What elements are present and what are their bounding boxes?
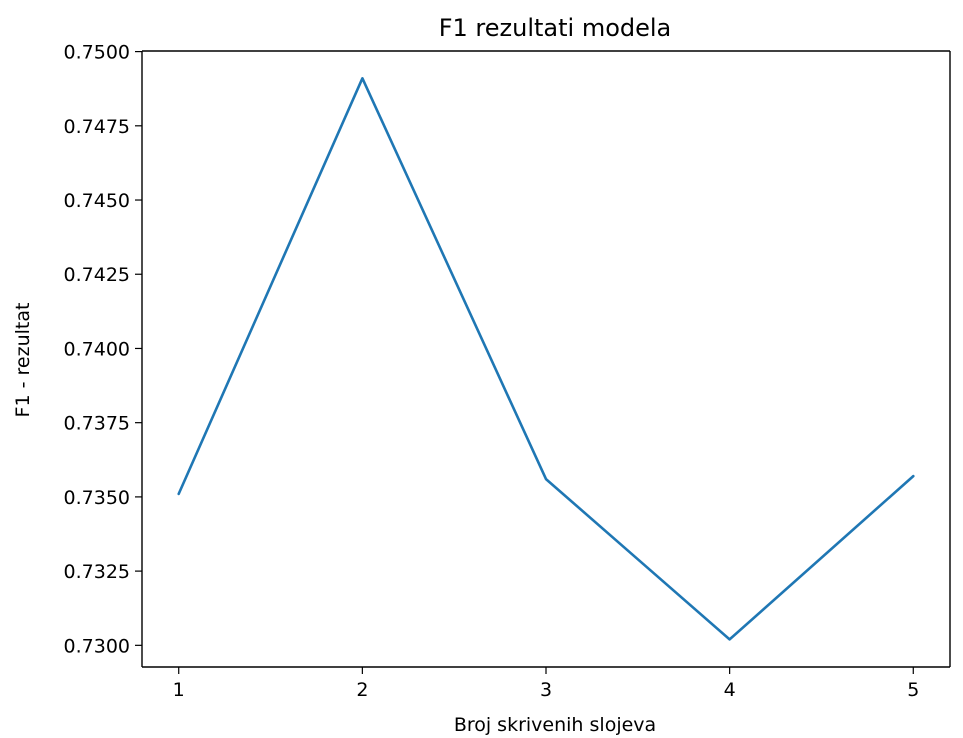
x-tick-label: 1 [173, 679, 185, 701]
y-tick-label: 0.7350 [64, 487, 130, 509]
y-axis-label: F1 - rezultat [12, 303, 34, 418]
plot-area: 0.7300 0.7325 0.7350 0.7375 0.7400 0.7425 0.74… [64, 42, 951, 701]
series-line [177, 77, 915, 641]
x-tick-label: 4 [724, 679, 736, 701]
x-axis-label: Broj skrivenih slojeva [454, 714, 656, 736]
x-tick-label: 2 [356, 679, 368, 701]
x-tick-label: 3 [540, 679, 552, 701]
y-tick-label: 0.7450 [64, 190, 130, 212]
y-tick-label: 0.7375 [64, 413, 130, 435]
y-tick-label: 0.7300 [64, 635, 130, 657]
y-tick-label: 0.7500 [64, 42, 130, 64]
y-tick-label: 0.7425 [64, 264, 130, 286]
y-tick-label: 0.7475 [64, 116, 130, 138]
chart-title: F1 rezultati modela [439, 14, 672, 42]
y-tick-label: 0.7400 [64, 338, 130, 360]
y-tick-label: 0.7325 [64, 561, 130, 583]
x-tick-label: 5 [907, 679, 919, 701]
